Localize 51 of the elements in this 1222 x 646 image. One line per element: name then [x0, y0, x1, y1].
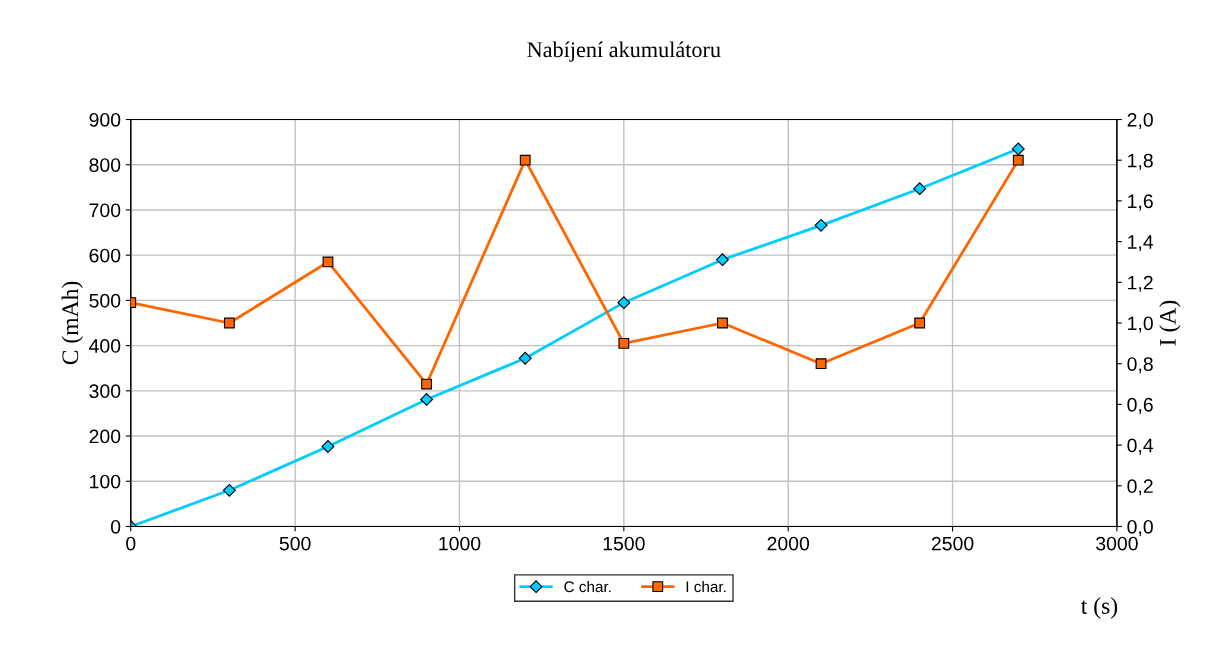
y2-tick-label: 1,8: [1128, 153, 1153, 170]
point: [519, 154, 531, 166]
point: [715, 253, 729, 267]
point: [518, 351, 532, 365]
x-tick-label: 1500: [603, 536, 645, 551]
point: [420, 392, 434, 406]
x-axis-title: t (s): [1080, 597, 1118, 619]
y2-tick-label: 0,8: [1127, 357, 1153, 374]
y-tick-label: 400: [89, 339, 121, 353]
y2-tick-label: 0,6: [1127, 397, 1153, 414]
y2-tick-label: 2,0: [1127, 112, 1153, 130]
point: [421, 378, 433, 390]
x-tick-label: 0: [126, 536, 136, 551]
point: [913, 182, 927, 196]
point: [1012, 154, 1024, 166]
y2-tick-label: 1,6: [1128, 194, 1153, 211]
y-tick-label: 500: [89, 293, 121, 308]
y2-tick-label: 1,2: [1128, 275, 1153, 292]
chart-title: Nabíjení akumulátoru: [527, 41, 721, 62]
y2-tick-label: 0,0: [1127, 519, 1153, 537]
point: [321, 440, 335, 453]
y-tick-label: 0: [110, 519, 121, 534]
x-tick-label: 2500: [931, 536, 974, 551]
y2-tick-label: 0,4: [1127, 438, 1154, 455]
point: [717, 317, 728, 329]
x-tick-label: 1000: [439, 536, 481, 551]
x-tick-label: 3000: [1096, 536, 1138, 551]
y-axis-title: C (mAh): [61, 281, 84, 365]
point: [914, 317, 926, 329]
point: [618, 337, 630, 349]
y2-tick-label: 0,2: [1127, 479, 1153, 496]
y-tick-label: 100: [90, 474, 121, 489]
point: [222, 483, 236, 497]
y-tick-label: 600: [89, 248, 121, 263]
point: [223, 317, 235, 329]
y-tick-label: 700: [89, 203, 121, 218]
y2-tick-label: 1,0: [1128, 316, 1153, 333]
y-tick-label: 900: [89, 112, 121, 127]
point: [814, 218, 828, 232]
y-tick-label: 200: [89, 429, 121, 444]
legend-label: I char.: [686, 580, 726, 593]
y2-tick-label: 1,4: [1128, 235, 1154, 252]
y-tick-label: 800: [89, 158, 121, 172]
point: [1011, 142, 1025, 156]
x-tick-label: 2000: [767, 536, 810, 551]
x-tick-label: 500: [279, 536, 311, 551]
point: [815, 358, 827, 370]
y-tick-label: 300: [89, 384, 121, 399]
legend-label: C char.: [564, 580, 611, 593]
point: [617, 296, 631, 310]
y2-axis-title: I (A): [1159, 300, 1181, 346]
